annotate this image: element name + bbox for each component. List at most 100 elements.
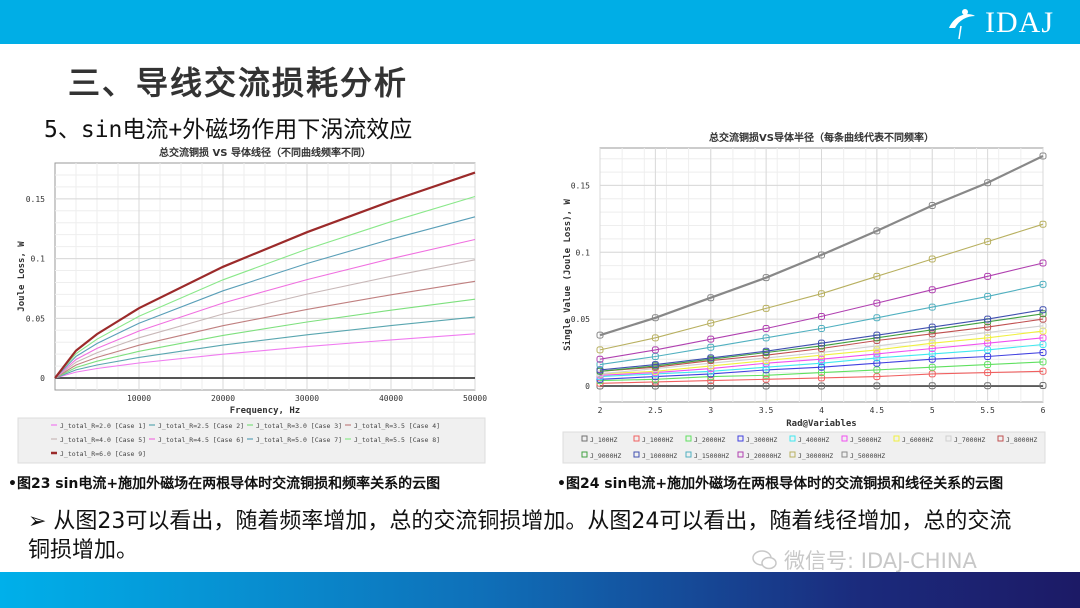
legend-marker — [633, 435, 640, 442]
data-point — [651, 361, 659, 369]
data-point — [651, 314, 659, 322]
data-point — [984, 292, 992, 300]
data-point — [707, 382, 715, 390]
y-tick-label: 0.15 — [571, 181, 590, 190]
data-point — [818, 251, 825, 259]
data-point — [928, 330, 936, 338]
series-line — [599, 155, 1044, 337]
legend-marker — [789, 451, 796, 458]
data-point — [928, 345, 936, 353]
legend-entry: J_total_R=5.5 [Case 8] — [354, 436, 440, 444]
data-point — [818, 355, 825, 363]
data-point — [1039, 334, 1047, 342]
data-point — [873, 314, 881, 322]
legend-entry: J_total_R=4.5 [Case 6] — [158, 436, 244, 444]
data-point — [1039, 367, 1047, 375]
legend-entry: J_5000HZ — [850, 436, 881, 444]
legend-entry: J_6000HZ — [902, 436, 933, 444]
data-point — [984, 179, 992, 187]
data-point — [984, 339, 992, 347]
data-point — [873, 342, 881, 350]
data-point — [928, 339, 936, 347]
y-tick-label: 0.15 — [26, 195, 45, 204]
x-tick-label: 4.5 — [870, 406, 885, 415]
legend-entry: J_total_R=6.0 [Case 9] — [60, 450, 146, 458]
legend-entry: J_total_R=3.5 [Case 4] — [354, 422, 440, 430]
data-point — [762, 347, 770, 355]
y-tick-label: 0.05 — [571, 315, 590, 324]
data-point — [762, 324, 770, 332]
legend-entry: J_1000HZ — [642, 436, 673, 444]
data-point — [984, 382, 992, 390]
y-tick-label: 0.1 — [576, 248, 591, 257]
watermark-text: 微信号: IDAJ-CHINA — [784, 549, 977, 573]
data-point — [984, 315, 992, 323]
series-line — [599, 309, 1044, 371]
x-tick-label: 3.5 — [759, 406, 774, 415]
x-tick-label: 3 — [708, 406, 713, 415]
data-point — [873, 346, 881, 354]
data-point — [1039, 310, 1047, 318]
data-point — [1039, 322, 1047, 330]
x-tick-label: 40000 — [379, 394, 403, 403]
data-point — [1039, 259, 1047, 267]
data-point — [873, 366, 881, 374]
idaj-logo: IDAJ — [945, 6, 1054, 40]
data-point — [928, 350, 936, 358]
legend-marker — [633, 451, 640, 458]
legend-entry: J_total_R=5.0 [Case 7] — [256, 436, 342, 444]
data-point — [762, 363, 770, 371]
data-point — [984, 346, 992, 354]
data-point — [928, 335, 936, 343]
data-point — [1039, 280, 1047, 288]
legend-marker — [685, 451, 692, 458]
data-point — [596, 355, 604, 363]
data-point — [596, 366, 604, 374]
legend-entry: J_100HZ — [590, 436, 617, 444]
y-tick-label: 0 — [40, 374, 45, 383]
data-point — [984, 353, 992, 361]
data-point — [818, 369, 825, 377]
logo-swoosh-icon — [949, 9, 975, 40]
legend-entry: J_7000HZ — [954, 436, 985, 444]
data-point — [596, 346, 604, 354]
series-line — [599, 337, 1044, 376]
legend-entry: J_3000HZ — [746, 436, 777, 444]
legend-marker — [737, 451, 744, 458]
series-line — [599, 283, 1044, 366]
legend-marker — [893, 435, 900, 442]
body-text: ➢ 从图23可以看出，随着频率增加，总的交流铜损增加。从图24可以看出，随着线径… — [28, 509, 1012, 563]
series-line — [54, 280, 476, 379]
series-line — [599, 370, 1044, 384]
x-tick-label: 20000 — [211, 394, 235, 403]
data-point — [928, 363, 936, 371]
legend-entry: J_total_R=2.5 [Case 2] — [158, 422, 244, 430]
series-line — [54, 171, 476, 379]
series-line — [599, 343, 1044, 378]
legend-entry: J_15000HZ — [694, 452, 729, 460]
y-axis-label: Joule Loss, W — [17, 241, 27, 312]
x-tick-label: 5.5 — [980, 406, 995, 415]
legend-entry: J_2000HZ — [694, 436, 725, 444]
data-point — [818, 374, 825, 382]
data-point — [762, 274, 770, 282]
series-line — [599, 351, 1044, 380]
legend-marker — [737, 435, 744, 442]
chart-24: 2 2.5 3 3.5 4 4.5 5 5.5 6 0 0.05 0.1 0.15 总交流铜损VS导体半径… — [562, 131, 1047, 464]
legend-entry: J_50000HZ — [850, 452, 885, 460]
data-point — [984, 328, 992, 336]
data-point — [1039, 315, 1047, 323]
legend-marker — [685, 435, 692, 442]
data-point — [984, 334, 992, 342]
data-point — [818, 290, 825, 298]
legend-marker — [581, 435, 588, 442]
legend-marker — [789, 435, 796, 442]
slide-subtitle: 5、sin电流+外磁场作用下涡流效应 — [44, 117, 413, 143]
data-point — [818, 339, 825, 347]
data-point — [651, 334, 659, 342]
data-point — [1039, 220, 1047, 228]
data-point — [873, 350, 881, 358]
data-point — [596, 331, 604, 339]
data-point — [818, 349, 825, 357]
series-line — [54, 333, 476, 379]
